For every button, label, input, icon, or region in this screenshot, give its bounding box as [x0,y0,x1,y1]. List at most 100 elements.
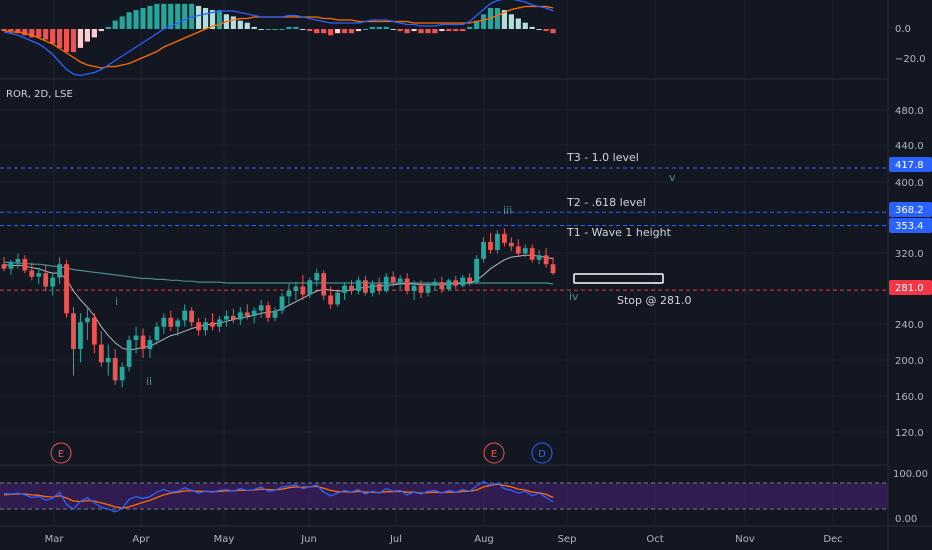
macd-histogram-bar [529,26,535,29]
candle[interactable] [383,273,389,293]
candle[interactable] [321,270,327,300]
candle[interactable] [126,335,132,372]
candle[interactable] [1,257,7,272]
candle[interactable] [279,292,285,315]
candle[interactable] [502,228,507,247]
candle[interactable] [369,280,375,297]
event-marker-dividend[interactable]: D [531,442,553,464]
candle[interactable] [161,313,167,334]
candle[interactable] [43,264,49,291]
candle[interactable] [147,335,153,358]
candle[interactable] [154,322,160,345]
candle[interactable] [224,310,229,327]
candle[interactable] [550,257,556,275]
candle[interactable] [112,349,118,385]
price-axis[interactable]: 0.0 −20.0 480.0 440.0 400.0 320.0 240.0 … [889,24,932,525]
macd-histogram-bar [105,26,111,29]
time-axis-label: Apr [132,534,150,545]
macd-histogram-bar [70,29,77,53]
candle[interactable] [508,237,514,251]
candle[interactable] [71,307,76,376]
candle[interactable] [98,331,104,367]
candle[interactable] [36,267,42,284]
candle[interactable] [397,274,403,290]
candle[interactable] [293,282,299,300]
candle[interactable] [314,268,320,287]
candle[interactable] [189,307,195,327]
candle[interactable] [29,262,35,281]
candle[interactable] [105,344,111,376]
time-axis[interactable]: Mar Apr May Jun Jul Aug Sep Oct Nov Dec [45,534,843,545]
candle[interactable] [307,277,313,299]
candle[interactable] [57,257,62,284]
candle[interactable] [230,308,236,324]
candle[interactable] [91,313,97,354]
candle[interactable] [349,280,354,295]
candle[interactable] [286,283,292,305]
candle[interactable] [328,286,334,309]
candle[interactable] [439,276,445,293]
candle[interactable] [356,276,361,295]
candle[interactable] [543,248,549,268]
macd-histogram-bar [202,8,209,29]
candle[interactable] [529,244,535,263]
candle[interactable] [140,328,146,358]
candle[interactable] [404,273,410,295]
candle[interactable] [133,326,139,354]
candle[interactable] [78,313,83,363]
candle[interactable] [453,275,459,290]
macd-pane[interactable] [1,0,556,77]
macd-histogram-bar [355,29,362,32]
candle[interactable] [467,273,473,286]
candle[interactable] [515,239,521,258]
candle[interactable] [522,244,528,258]
candle[interactable] [432,278,438,291]
candle[interactable] [536,249,542,265]
candle[interactable] [446,278,452,291]
candle[interactable] [8,259,14,275]
candle[interactable] [376,277,382,295]
candle[interactable] [488,232,493,254]
stop-box[interactable] [573,273,664,284]
candle[interactable] [196,317,201,336]
candle[interactable] [182,304,188,327]
candle[interactable] [237,307,243,325]
candle[interactable] [425,282,431,297]
candle[interactable] [119,362,125,388]
candlestick-series[interactable] [1,228,556,388]
macd-histogram-bar [300,29,306,30]
candle[interactable] [64,259,69,318]
candle[interactable] [168,310,174,332]
candle[interactable] [342,282,347,300]
candle[interactable] [210,313,215,331]
wave-label-v: v [669,171,676,184]
candle-body [293,286,299,291]
candle[interactable] [85,307,90,341]
candle[interactable] [258,299,264,318]
candle[interactable] [474,255,479,284]
candle[interactable] [217,315,222,333]
candle[interactable] [460,274,466,288]
candle[interactable] [175,317,181,336]
candle[interactable] [15,253,21,269]
candle[interactable] [411,280,417,300]
candle[interactable] [251,307,257,324]
candle[interactable] [22,255,28,274]
rsi-pane[interactable] [3,480,554,513]
candle[interactable] [363,275,368,296]
candle[interactable] [203,317,208,336]
candle[interactable] [335,291,340,308]
candle[interactable] [265,301,271,323]
candle[interactable] [418,280,424,299]
candle[interactable] [390,271,396,287]
candle[interactable] [300,274,306,300]
candle[interactable] [50,273,56,296]
candle[interactable] [244,304,250,320]
event-marker-earnings-2[interactable]: E [483,442,505,464]
macd-histogram-bar [543,29,549,32]
event-marker-earnings-1[interactable]: E [50,442,72,464]
candle[interactable] [481,237,486,263]
candle[interactable] [272,307,278,322]
candle[interactable] [495,230,500,254]
